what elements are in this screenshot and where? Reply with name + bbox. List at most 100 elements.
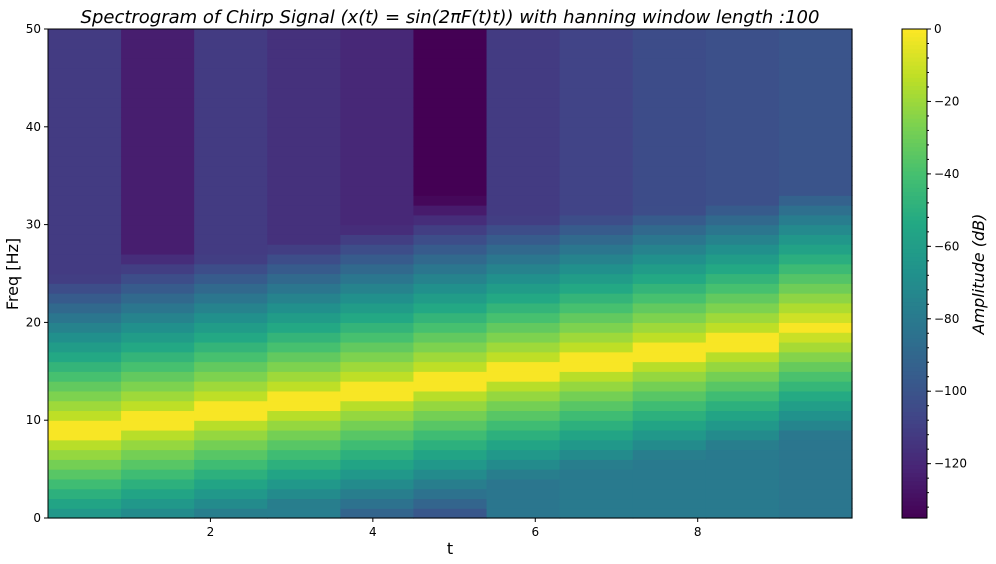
heatmap-cell xyxy=(632,253,707,265)
heatmap-cell xyxy=(267,224,341,235)
colorbar-strip xyxy=(902,391,927,397)
heatmap-cell xyxy=(413,351,488,363)
colorbar-strip xyxy=(902,179,927,185)
heatmap-cell xyxy=(778,234,853,245)
heatmap-cell xyxy=(121,400,195,412)
heatmap-cell xyxy=(559,400,634,412)
heatmap-cell xyxy=(413,107,488,118)
heatmap-cell xyxy=(486,175,561,187)
heatmap-cell xyxy=(48,341,122,353)
heatmap-cell xyxy=(121,488,195,500)
heatmap-cell xyxy=(559,156,634,167)
colorbar-strip xyxy=(902,440,927,446)
heatmap-cell xyxy=(778,263,853,275)
heatmap-cell xyxy=(413,68,488,79)
heatmap-cell xyxy=(121,117,195,128)
heatmap-cell xyxy=(559,351,634,363)
heatmap-cell xyxy=(632,244,707,255)
heatmap-cell xyxy=(705,58,780,69)
heatmap-cell xyxy=(705,214,780,226)
colorbar-strip xyxy=(902,363,927,368)
heatmap-cell xyxy=(778,273,853,284)
heatmap-cell xyxy=(194,146,268,157)
heatmap-cell xyxy=(194,420,268,431)
heatmap-cell xyxy=(632,136,707,147)
colorbar-strip xyxy=(902,102,927,108)
heatmap-cell xyxy=(778,185,853,196)
heatmap-cell xyxy=(413,312,488,323)
colorbar-strip xyxy=(902,187,927,193)
heatmap-cell xyxy=(121,508,195,519)
heatmap-cell xyxy=(194,205,268,216)
heatmap-cell xyxy=(559,48,634,59)
heatmap-cell xyxy=(121,322,195,333)
heatmap-cell xyxy=(413,195,488,206)
heatmap-cell xyxy=(778,214,853,226)
heatmap-cell xyxy=(194,175,268,187)
heatmap-cell xyxy=(267,312,341,323)
colorbar-strip xyxy=(902,428,927,434)
heatmap-cell xyxy=(559,361,634,372)
heatmap-cell xyxy=(778,488,853,500)
heatmap-cell xyxy=(121,420,195,431)
heatmap-cell xyxy=(413,234,488,245)
heatmap-cell xyxy=(48,38,122,50)
heatmap-cell xyxy=(559,253,634,265)
heatmap-cell xyxy=(559,136,634,147)
colorbar-strip xyxy=(902,493,927,499)
heatmap-cell xyxy=(194,165,268,177)
heatmap-cell xyxy=(267,58,341,69)
heatmap-cell xyxy=(559,126,634,138)
heatmap-cell xyxy=(413,97,488,108)
heatmap-cell xyxy=(121,478,195,490)
colorbar-strip xyxy=(902,147,927,152)
heatmap-cell xyxy=(413,224,488,235)
heatmap-cell xyxy=(48,508,122,519)
colorbar-strip xyxy=(902,412,927,417)
heatmap-cell xyxy=(267,420,341,431)
x-axis-label: t xyxy=(447,539,453,558)
heatmap-cell xyxy=(559,429,634,441)
heatmap-cell xyxy=(632,371,707,382)
heatmap-cell xyxy=(413,429,488,441)
colorbar-strip xyxy=(902,228,927,234)
colorbar-strip xyxy=(902,355,927,360)
heatmap-cell xyxy=(486,429,561,441)
colorbar-strip xyxy=(902,367,927,372)
heatmap-cell xyxy=(194,312,268,323)
heatmap-cell xyxy=(559,195,634,206)
heatmap-cell xyxy=(559,224,634,235)
heatmap-cell xyxy=(413,390,488,402)
colorbar-strip xyxy=(902,261,927,266)
colorbar-strip xyxy=(902,236,927,242)
x-tick-label: 4 xyxy=(369,525,377,539)
heatmap-cell xyxy=(121,38,195,50)
heatmap-cell xyxy=(48,459,122,470)
heatmap-cell xyxy=(194,97,268,108)
colorbar xyxy=(902,29,927,519)
heatmap-cell xyxy=(194,253,268,265)
heatmap-cell xyxy=(267,87,341,99)
heatmap-cell xyxy=(121,371,195,382)
heatmap-cell xyxy=(194,351,268,363)
heatmap-cell xyxy=(267,449,341,460)
heatmap-cell xyxy=(267,361,341,372)
heatmap-cell xyxy=(559,508,634,519)
heatmap-cell xyxy=(559,117,634,128)
heatmap-cell xyxy=(194,136,268,147)
heatmap-cell xyxy=(705,459,780,470)
colorbar-strip xyxy=(902,183,927,189)
heatmap-cell xyxy=(559,390,634,402)
heatmap-cell xyxy=(705,156,780,167)
heatmap-cell xyxy=(340,38,415,50)
heatmap-cell xyxy=(632,224,707,235)
heatmap-cell xyxy=(340,29,415,40)
heatmap-cell xyxy=(705,312,780,323)
colorbar-strip xyxy=(902,350,927,356)
heatmap-cell xyxy=(413,332,488,343)
colorbar-strip xyxy=(902,297,927,303)
heatmap-cell xyxy=(486,29,561,40)
heatmap-cell xyxy=(559,97,634,108)
heatmap-cell xyxy=(413,58,488,69)
heatmap-cell xyxy=(121,429,195,441)
